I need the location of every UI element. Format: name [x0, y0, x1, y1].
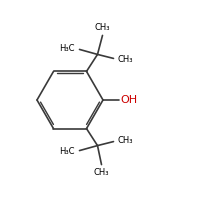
Text: H₃C: H₃C [59, 147, 74, 156]
Text: CH₃: CH₃ [118, 136, 133, 145]
Text: CH₃: CH₃ [95, 23, 110, 32]
Text: OH: OH [120, 95, 138, 105]
Text: CH₃: CH₃ [94, 168, 109, 177]
Text: CH₃: CH₃ [118, 55, 133, 64]
Text: H₃C: H₃C [59, 44, 74, 53]
